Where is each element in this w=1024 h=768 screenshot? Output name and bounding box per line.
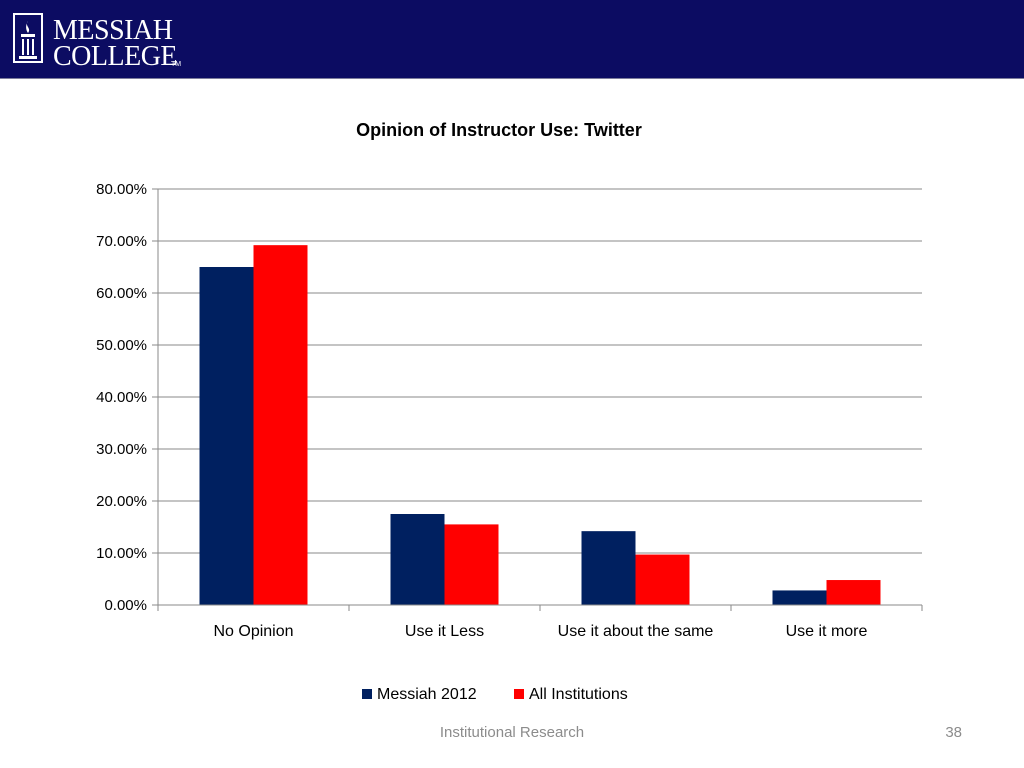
x-tick-label: Use it about the same xyxy=(558,623,714,640)
logo-line-2: COLLEGE xyxy=(53,41,178,72)
y-tick-label: 0.00% xyxy=(104,597,147,614)
bar-all-institutions xyxy=(826,580,881,605)
logo-line-1: MESSIAH xyxy=(53,15,173,46)
x-tick-label: No Opinion xyxy=(213,623,293,640)
chart-title: Opinion of Instructor Use: Twitter xyxy=(356,120,642,140)
x-tick-label: Use it more xyxy=(786,623,868,640)
y-tick-label: 60.00% xyxy=(96,285,147,302)
y-tick-label: 40.00% xyxy=(96,389,147,406)
y-tick-label: 30.00% xyxy=(96,441,147,458)
bars xyxy=(199,245,881,605)
y-axis: 0.00% 10.00% 20.00% 30.00% 40.00% 50.00% 60.00… xyxy=(96,181,159,614)
y-tick-label: 50.00% xyxy=(96,337,147,354)
messiah-college-logo: MESSIAH COLLEGE TM xyxy=(13,13,183,72)
y-tick-label: 70.00% xyxy=(96,233,147,250)
legend-swatch xyxy=(514,689,524,699)
header-bar: MESSIAH COLLEGE TM xyxy=(0,0,1024,79)
y-tick-label: 10.00% xyxy=(96,545,147,562)
logo-trademark: TM xyxy=(171,61,182,68)
y-tick-label: 20.00% xyxy=(96,493,147,510)
bar-messiah-2012 xyxy=(772,590,827,605)
y-tick-label: 80.00% xyxy=(96,181,147,198)
lamp-crest-icon xyxy=(13,13,43,63)
bar-chart: Opinion of Instructor Use: Twitter 0.00%… xyxy=(96,120,923,703)
x-tick-label: Use it Less xyxy=(405,623,484,640)
footer-label: Institutional Research xyxy=(439,724,585,741)
page-number: 38 xyxy=(945,724,962,741)
bar-messiah-2012 xyxy=(199,267,254,605)
bar-messiah-2012 xyxy=(390,514,445,605)
bar-all-institutions xyxy=(444,524,499,605)
bar-all-institutions xyxy=(253,245,308,605)
bar-messiah-2012 xyxy=(581,531,636,605)
legend: Messiah 2012 All Institutions xyxy=(362,686,628,703)
legend-label: All Institutions xyxy=(529,686,628,703)
legend-label: Messiah 2012 xyxy=(377,686,477,703)
bar-all-institutions xyxy=(635,554,690,605)
x-axis: No Opinion Use it Less Use it about the sa… xyxy=(157,604,923,640)
legend-swatch xyxy=(362,689,372,699)
